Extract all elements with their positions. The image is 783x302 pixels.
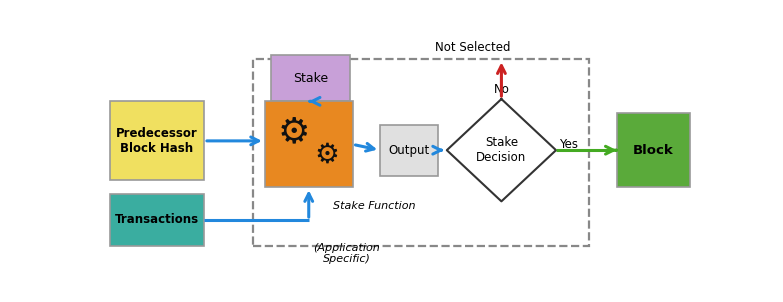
Text: Yes: Yes bbox=[558, 138, 578, 151]
Text: Stake
Decision: Stake Decision bbox=[476, 136, 526, 164]
Text: Stake: Stake bbox=[293, 72, 328, 85]
Text: Not Selected: Not Selected bbox=[435, 41, 510, 54]
Text: (Application
Specific): (Application Specific) bbox=[313, 243, 380, 265]
Text: Output: Output bbox=[388, 144, 430, 157]
Text: ⚙: ⚙ bbox=[315, 141, 339, 169]
Text: Block: Block bbox=[633, 144, 673, 157]
Bar bbox=[110, 101, 204, 180]
Text: No: No bbox=[493, 83, 510, 96]
Text: Transactions: Transactions bbox=[115, 214, 199, 226]
Text: ⚙: ⚙ bbox=[277, 116, 310, 150]
Bar bbox=[380, 125, 438, 176]
Bar bbox=[271, 55, 350, 101]
Bar bbox=[110, 194, 204, 246]
Polygon shape bbox=[447, 99, 556, 201]
Bar bbox=[617, 113, 690, 187]
Text: Predecessor
Block Hash: Predecessor Block Hash bbox=[116, 127, 198, 155]
Bar bbox=[265, 101, 353, 187]
Text: Stake Function: Stake Function bbox=[333, 201, 415, 211]
Bar bbox=[253, 59, 590, 246]
